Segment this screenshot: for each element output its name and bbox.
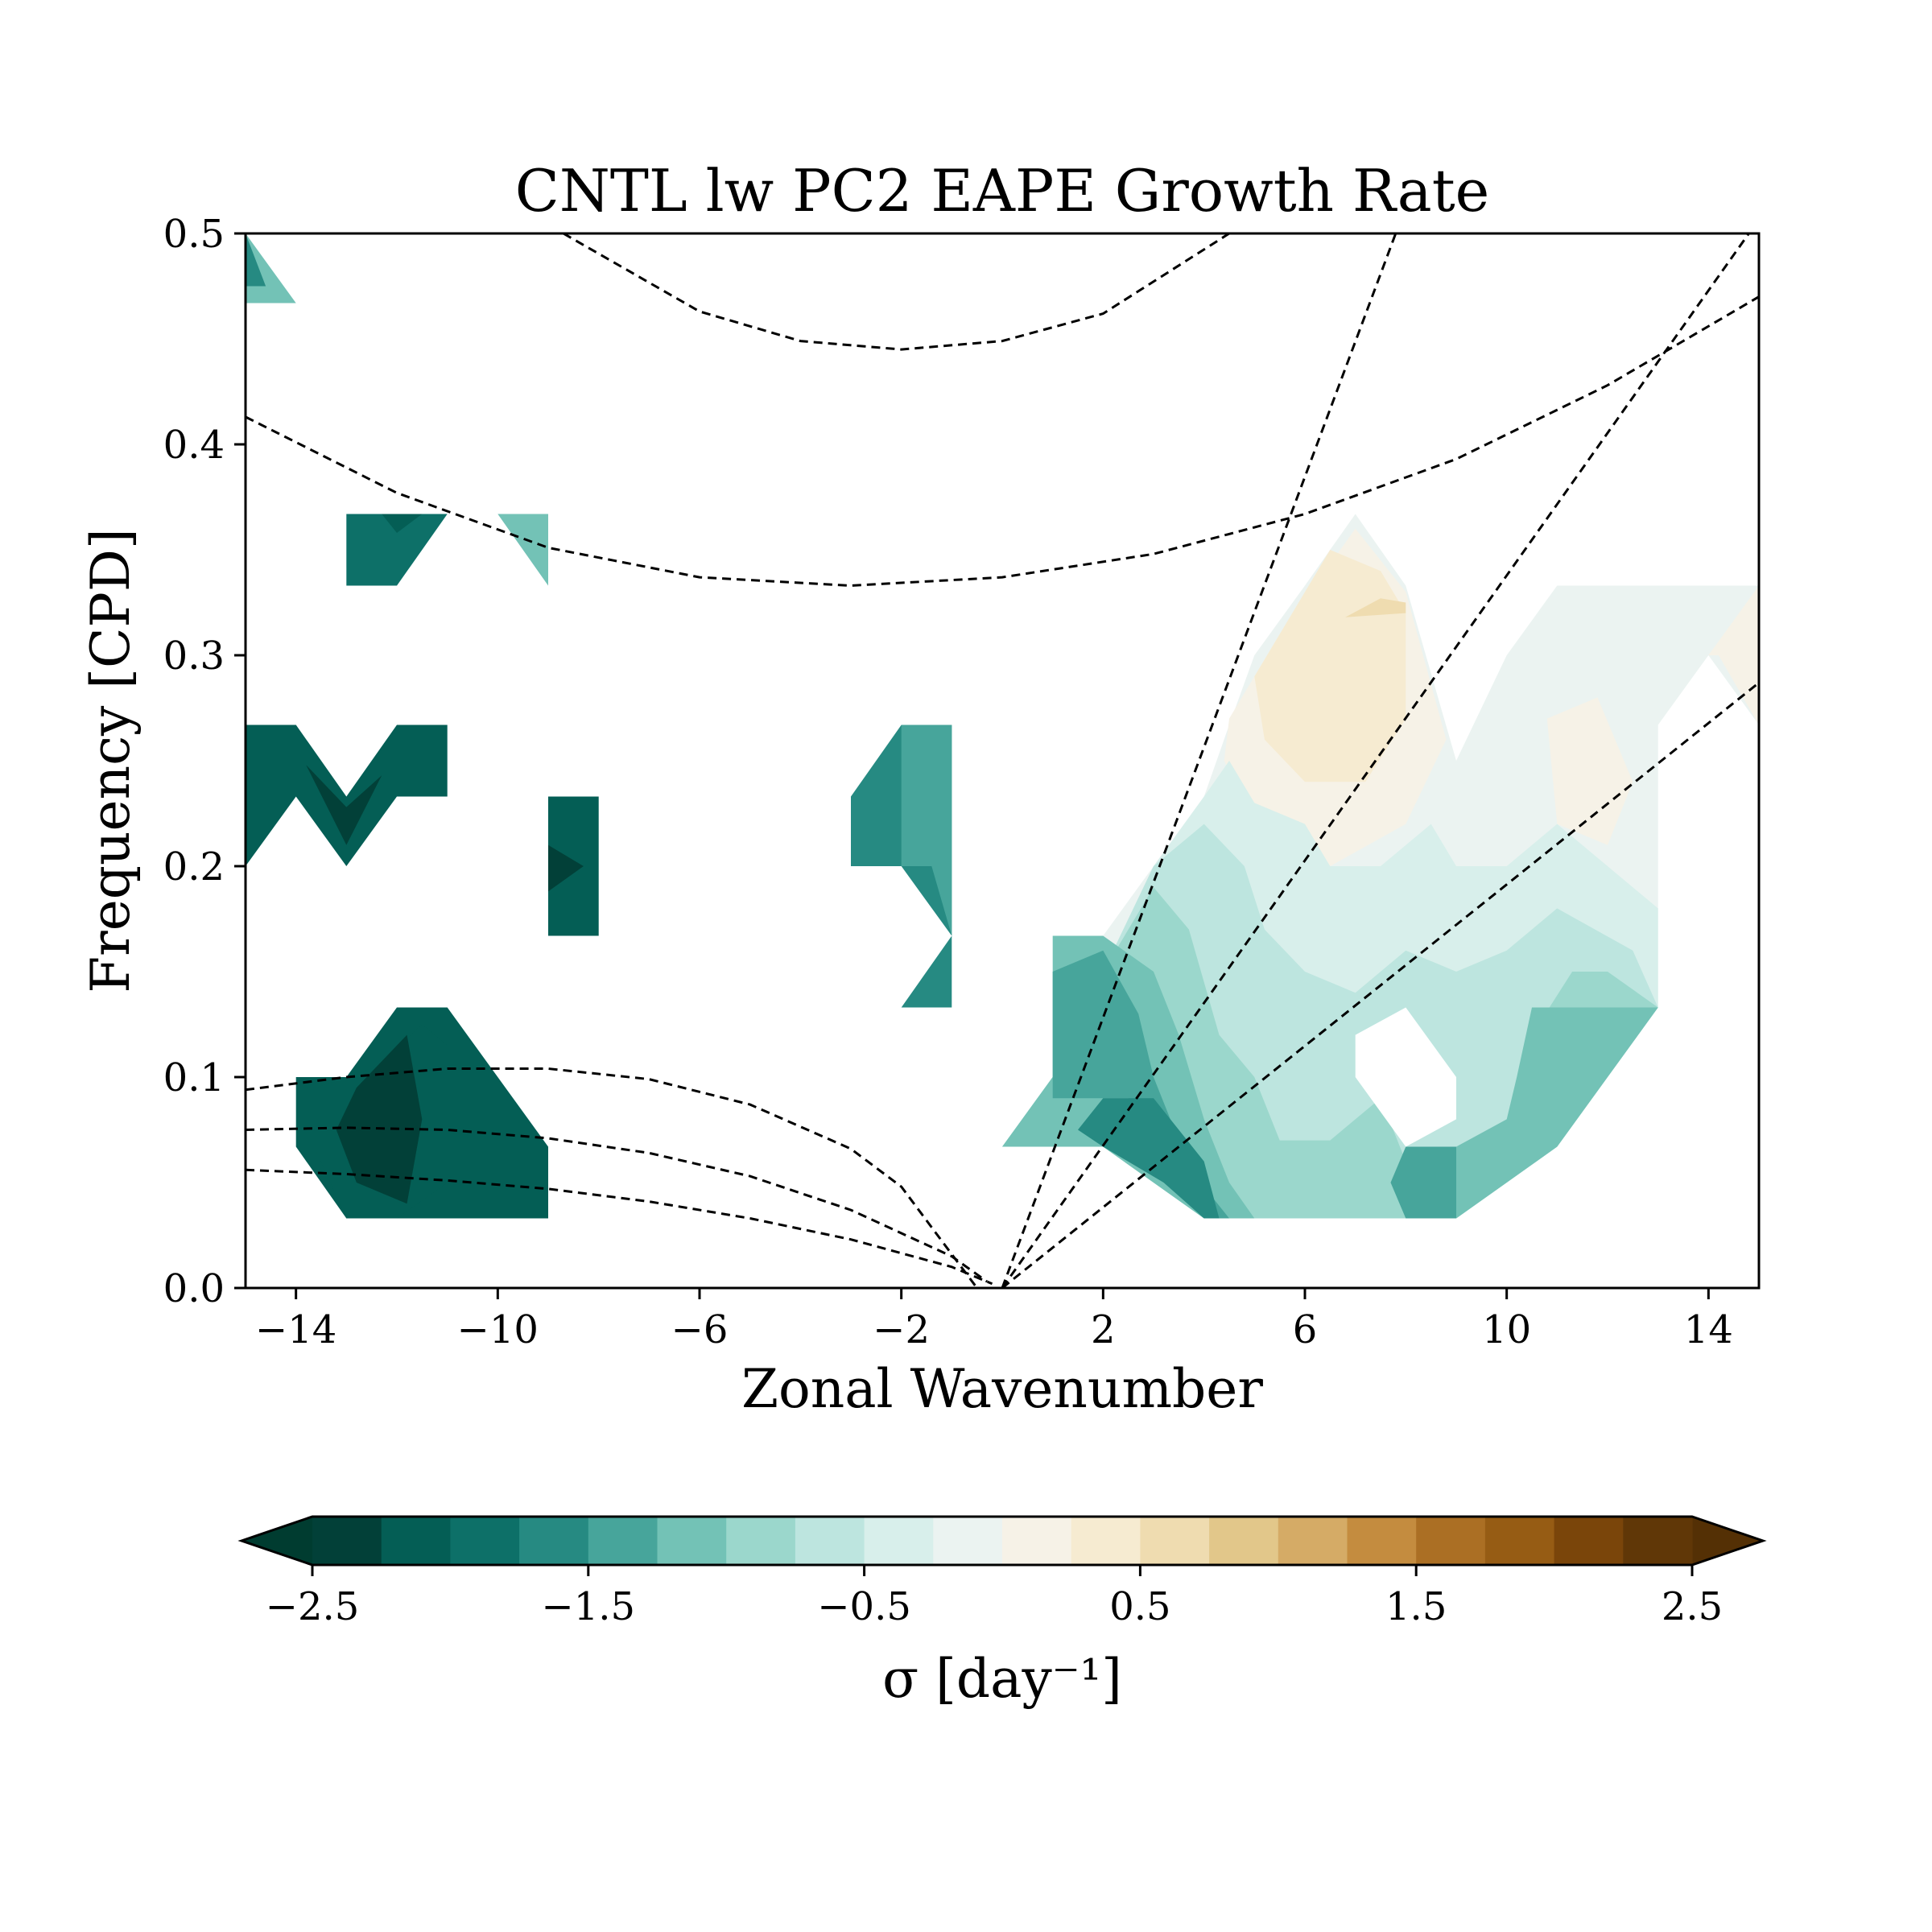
x-axis-label: Zonal Wavenumber — [741, 1358, 1263, 1420]
contour-region-8 — [548, 844, 584, 892]
contour-region-25 — [1078, 1098, 1220, 1219]
contour-region-10 — [901, 724, 952, 936]
colorbar-swatch — [933, 1517, 1003, 1565]
colorbar: −2.5 −1.5 −0.5 0.5 1.5 2.5 — [237, 1515, 1767, 1629]
chart-title: CNTL lw PC2 EAPE Growth Rate — [515, 157, 1489, 225]
x-tick-label: 6 — [1293, 1307, 1318, 1352]
contour-region-26 — [1390, 1146, 1456, 1219]
dispersion-curve-6 — [1001, 233, 1750, 1288]
colorbar-swatch — [795, 1517, 865, 1565]
colorbar-swatch — [864, 1517, 934, 1565]
dispersion-curve-3 — [246, 1126, 989, 1283]
dispersion-curve-7 — [1001, 681, 1759, 1288]
colorbar-extend-min — [242, 1517, 312, 1565]
contour-region-6 — [306, 765, 382, 845]
y-tick-label: 0.5 — [163, 212, 225, 257]
colorbar-swatch — [726, 1517, 796, 1565]
colorbar-tick-label: 0.5 — [1109, 1584, 1170, 1629]
x-tick-label: 10 — [1482, 1307, 1531, 1352]
y-axis-ticks: 0.0 0.1 0.2 0.3 0.4 0.5 — [163, 212, 246, 1311]
colorbar-swatch — [381, 1517, 451, 1565]
colorbar-swatch — [1002, 1517, 1072, 1565]
colorbar-extend-max — [1692, 1517, 1763, 1565]
colorbar-swatch — [1554, 1517, 1624, 1565]
colorbar-tick-label: −2.5 — [266, 1584, 360, 1629]
dispersion-curve-2 — [246, 1067, 978, 1288]
x-tick-label: −10 — [457, 1307, 539, 1352]
contour-region-17 — [1708, 585, 1759, 725]
colorbar-swatch — [1416, 1517, 1486, 1565]
x-axis-ticks: −14 −10 −6 −2 2 6 10 14 — [255, 1288, 1733, 1352]
colorbar-swatch — [1623, 1517, 1693, 1565]
dispersion-curve-4 — [246, 1168, 993, 1286]
colorbar-swatch — [1347, 1517, 1417, 1565]
colorbar-swatch — [1071, 1517, 1141, 1565]
dispersion-curve-layer — [246, 233, 1759, 1288]
y-tick-label: 0.3 — [163, 634, 225, 679]
dispersion-curve-0 — [563, 233, 1230, 351]
colorbar-swatch — [1278, 1517, 1348, 1565]
contour-region-5 — [246, 724, 448, 866]
y-tick-label: 0.1 — [163, 1055, 225, 1100]
colorbar-swatch — [1209, 1517, 1279, 1565]
x-tick-label: −6 — [671, 1307, 729, 1352]
colorbar-swatch — [1140, 1517, 1210, 1565]
x-tick-label: −2 — [873, 1307, 930, 1352]
colorbar-tick-label: 2.5 — [1662, 1584, 1723, 1629]
y-tick-label: 0.0 — [163, 1266, 225, 1311]
dispersion-curve-1 — [246, 295, 1759, 588]
colorbar-swatch — [312, 1517, 382, 1565]
contour-region-27 — [1355, 1007, 1456, 1147]
colorbar-swatch — [657, 1517, 727, 1565]
contour-region-16 — [1546, 697, 1633, 845]
contour-region-1 — [246, 233, 266, 287]
contour-region-3 — [382, 514, 423, 533]
contour-region-13 — [336, 1034, 423, 1204]
contour-fill-layer — [246, 233, 1759, 1219]
contour-region-24 — [1052, 950, 1229, 1219]
y-axis-label: Frequency [CPD] — [80, 528, 142, 993]
colorbar-label: σ [day⁻¹] — [882, 1648, 1122, 1710]
colorbar-swatch — [588, 1517, 658, 1565]
colorbar-tick-label: −0.5 — [817, 1584, 911, 1629]
contour-region-2 — [346, 514, 448, 586]
x-tick-label: 2 — [1091, 1307, 1116, 1352]
colorbar-tick-label: 1.5 — [1385, 1584, 1447, 1629]
y-tick-label: 0.4 — [163, 423, 225, 468]
plot-area: −14 −10 −6 −2 2 6 10 14 0.0 0.1 0.2 0.3 0.4 0.5 — [163, 212, 1761, 1352]
x-tick-label: −14 — [255, 1307, 336, 1352]
colorbar-swatch — [519, 1517, 589, 1565]
plot-frame — [244, 232, 1761, 1290]
colorbar-swatch — [1484, 1517, 1555, 1565]
contour-region-19 — [1345, 598, 1406, 617]
x-tick-label: 14 — [1684, 1307, 1733, 1352]
y-tick-label: 0.2 — [163, 844, 225, 890]
colorbar-tick-label: −1.5 — [542, 1584, 636, 1629]
contour-region-4 — [497, 514, 548, 586]
colorbar-swatch — [450, 1517, 520, 1565]
